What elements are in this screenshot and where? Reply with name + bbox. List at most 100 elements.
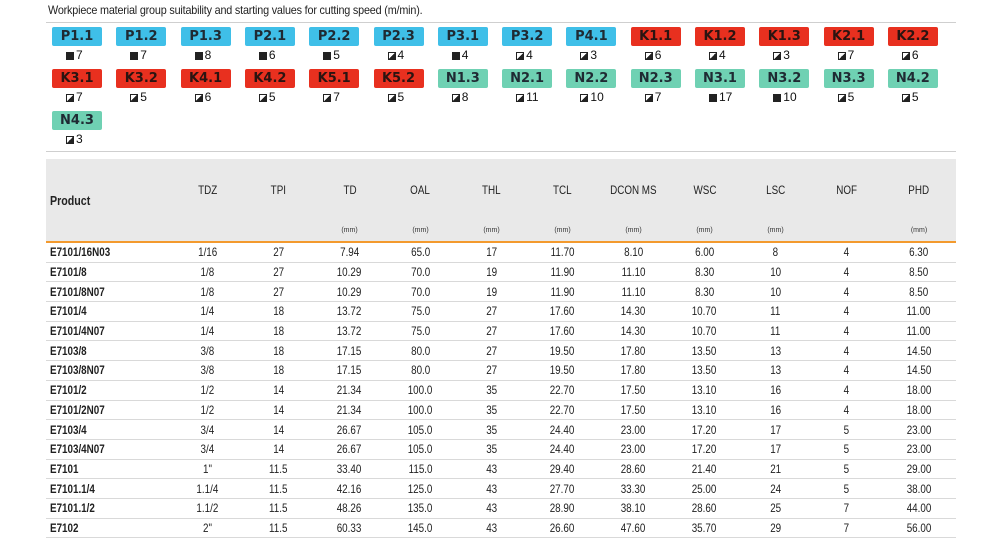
- table-cell: 56.00: [882, 518, 956, 539]
- table-cell: 7: [811, 498, 882, 519]
- column-header-label: TCL: [553, 183, 572, 197]
- column-header: TDZ: [172, 183, 243, 197]
- table-cell: 8: [740, 243, 811, 263]
- material-badge: P1.1: [52, 27, 102, 46]
- column-unit: (mm): [625, 227, 642, 234]
- column-header: THL: [456, 183, 527, 197]
- table-cell: 13.10: [669, 380, 740, 401]
- material-badge: P4.1: [566, 27, 617, 46]
- material-badge: K1.2: [695, 27, 745, 46]
- suitability-rating: 8: [194, 48, 211, 62]
- material-cell: N3.2 10: [759, 68, 811, 108]
- table-cell: 33.30: [598, 478, 669, 499]
- column-header-label: TD: [342, 183, 357, 197]
- table-cell: 1/16: [172, 243, 243, 263]
- table-cell: 10.29: [314, 281, 385, 303]
- table-cell: 26.67: [314, 419, 385, 440]
- column-unit: (mm): [483, 227, 500, 234]
- table-row: E7103/8N07 3/8 18 17.15 80.0 27 19.50 17.80 13.5…: [46, 360, 956, 381]
- table-cell: 42.16: [314, 478, 385, 499]
- material-cell: N4.2 5: [887, 68, 940, 108]
- table-cell: 17: [740, 439, 811, 460]
- suitability-rating: 7: [130, 48, 147, 62]
- table-cell: 60.33: [314, 518, 385, 539]
- material-badge: N3.1: [695, 69, 745, 88]
- table-cell: 11.10: [598, 262, 669, 283]
- table-row: E7103/8 3/8 18 17.15 80.0 27 19.50 17.80 13.50 13…: [46, 340, 956, 362]
- material-badge: K4.1: [180, 69, 231, 88]
- table-cell: 44.00: [882, 498, 956, 519]
- material-cell: P3.1 4: [437, 26, 490, 66]
- full-square-icon: [130, 52, 139, 60]
- table-cell: 18: [243, 321, 314, 342]
- full-square-icon: [451, 52, 460, 60]
- table-cell: 35: [456, 400, 527, 421]
- suitability-rating: 3: [773, 48, 790, 62]
- material-badge: K1.3: [759, 27, 810, 46]
- half-square-icon: [580, 52, 589, 60]
- table-cell: 19: [456, 262, 527, 283]
- table-cell: 23.00: [598, 439, 669, 460]
- product-cell: E7101.1/4: [46, 478, 172, 499]
- table-cell: 18: [243, 301, 314, 322]
- full-square-icon: [258, 52, 267, 60]
- product-cell: E7101/4: [46, 301, 172, 322]
- half-square-icon: [66, 94, 74, 102]
- table-cell: 14: [243, 380, 314, 401]
- suitability-rating: 10: [580, 90, 604, 104]
- material-badge: P3.1: [437, 27, 488, 46]
- full-square-icon: [709, 94, 717, 102]
- material-badge: P1.2: [116, 27, 167, 46]
- table-cell: 135.0: [385, 498, 456, 519]
- cutting-speed-value: 3: [590, 48, 598, 62]
- column-header-label: PHD: [908, 183, 930, 197]
- table-cell: 14.30: [598, 301, 669, 322]
- material-badge: N2.2: [566, 69, 617, 88]
- table-cell: 70.0: [385, 281, 456, 303]
- table-cell: 29: [740, 518, 811, 539]
- half-square-icon: [387, 52, 396, 60]
- table-cell: 11.00: [882, 321, 956, 342]
- material-badge: P2.2: [309, 27, 360, 46]
- column-header: Product: [50, 193, 99, 208]
- half-square-icon: [644, 94, 653, 102]
- title-divider: [46, 22, 956, 23]
- table-cell: 16: [740, 380, 811, 401]
- table-header: Product TDZ TPI TD (mm) OAL (mm) THL (mm) TCL (mm)…: [46, 159, 956, 241]
- table-cell: 14: [243, 439, 314, 460]
- table-cell: 11.5: [243, 518, 314, 539]
- material-badge: K5.2: [373, 69, 424, 88]
- table-cell: 27: [243, 243, 314, 263]
- table-cell: 27: [243, 281, 314, 303]
- material-badge: K2.1: [823, 27, 874, 46]
- table-cell: 1/2: [172, 400, 243, 421]
- suitability-rating: 6: [258, 48, 276, 62]
- table-cell: 22.70: [527, 380, 598, 401]
- table-cell: 17.20: [669, 439, 740, 460]
- half-square-icon: [387, 94, 396, 102]
- material-cell: N2.1 11: [502, 68, 554, 108]
- table-cell: 17.60: [527, 301, 598, 322]
- product-cell: E7101/16N03: [46, 243, 172, 263]
- cutting-speed-value: 5: [140, 90, 147, 104]
- table-cell: 26.60: [527, 518, 598, 539]
- material-cell: K5.1 7: [309, 68, 361, 108]
- table-row: E7101.1/2 1.1/2 11.5 48.26 135.0 43 28.90 38.10…: [46, 498, 956, 519]
- table-cell: 43: [456, 498, 527, 519]
- table-cell: 11.00: [882, 301, 956, 322]
- table-cell: 70.0: [385, 262, 456, 283]
- table-cell: 17.80: [598, 360, 669, 381]
- table-row: E7101/2 1/2 14 21.34 100.0 35 22.70 17.50 13.10 1…: [46, 380, 956, 401]
- table-cell: 29.00: [882, 459, 956, 480]
- column-header-label: OAL: [410, 183, 431, 197]
- material-badge: N1.3: [437, 69, 488, 88]
- table-row: E7101/4N07 1/4 18 13.72 75.0 27 17.60 14.30 10.7…: [46, 321, 956, 342]
- column-header: TCL: [527, 183, 598, 197]
- table-cell: 125.0: [385, 478, 456, 499]
- material-cell: K1.3 3: [759, 26, 811, 66]
- table-cell: 13.72: [314, 301, 385, 322]
- material-row: N4.3 3: [52, 110, 956, 152]
- suitability-rating: 5: [258, 90, 276, 104]
- table-cell: 35: [456, 439, 527, 460]
- table-cell: 17.50: [598, 400, 669, 421]
